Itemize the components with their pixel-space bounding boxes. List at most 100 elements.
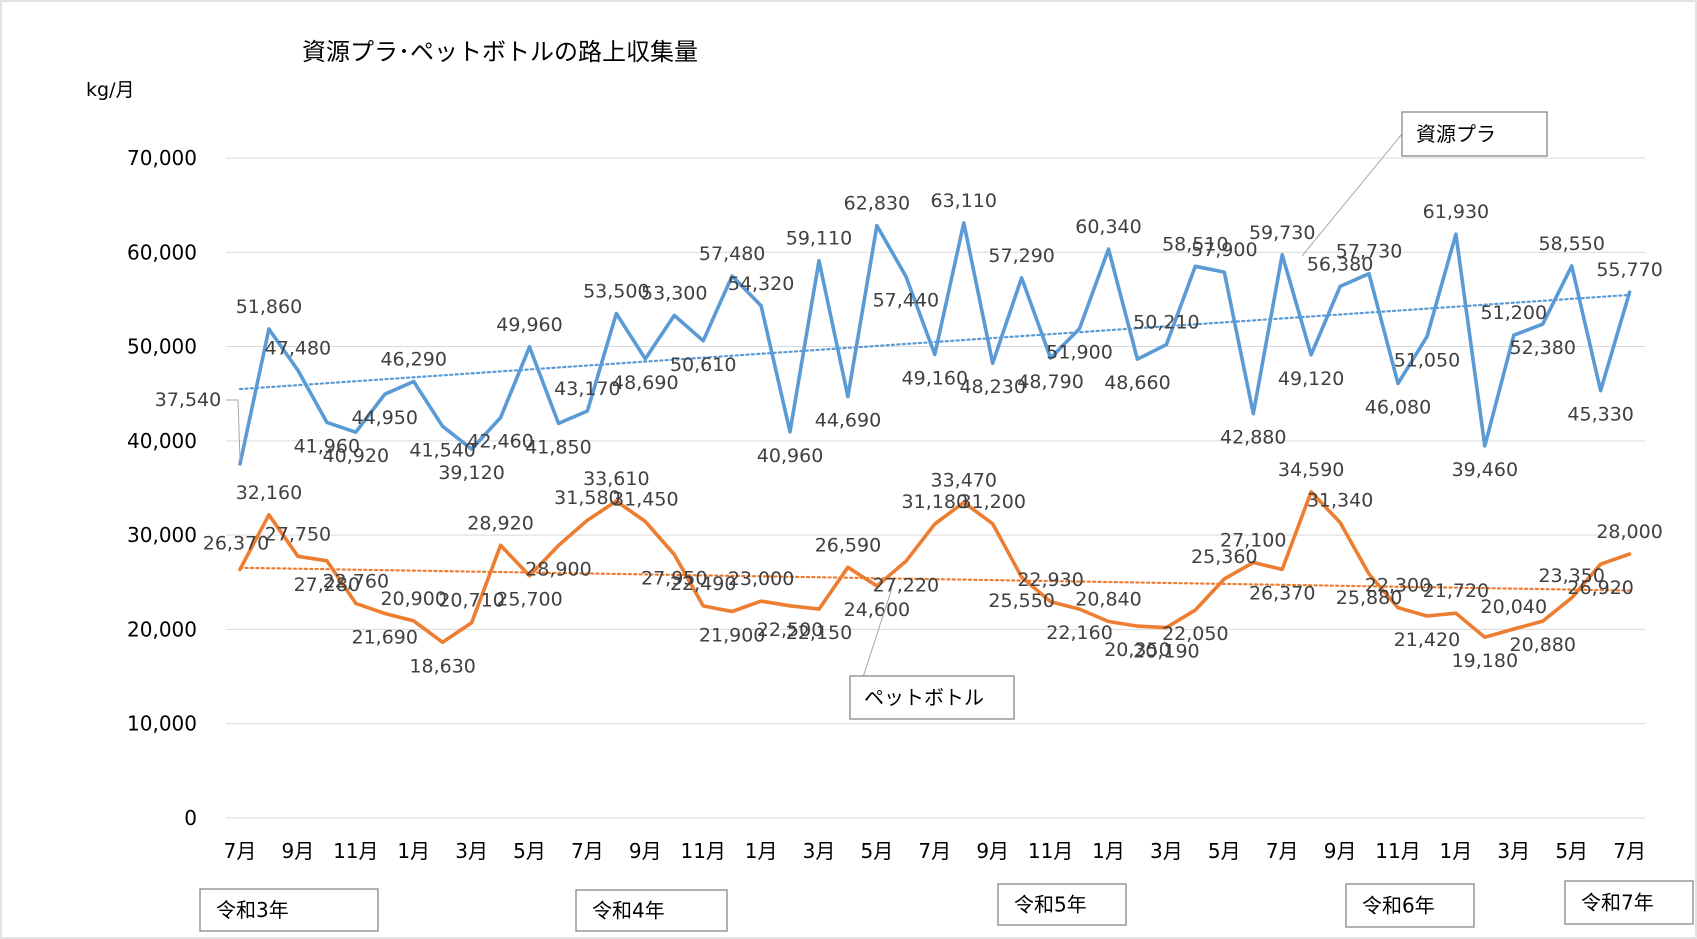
y-tick-label: 70,000 <box>127 146 197 170</box>
data-label: 39,460 <box>1452 459 1518 481</box>
x-axis-ticks: 7月 9月 11月 1月 3月 5月 7月 9月 11月 1月 3月 5月 7月 9月 11月 1月 3月 5月 7… <box>224 839 1646 863</box>
year-label: 令和7年 <box>1581 891 1654 915</box>
data-label: 20,350 <box>1104 639 1170 661</box>
year-box <box>199 888 379 932</box>
data-label: 34,590 <box>1278 459 1344 481</box>
data-label: 42,460 <box>467 431 533 453</box>
data-label: 21,720 <box>1423 580 1489 602</box>
data-label: 27,220 <box>873 574 939 596</box>
data-label: 60,340 <box>1075 216 1141 238</box>
x-tick-label: 11月 <box>333 839 378 863</box>
x-tick-label: 9月 <box>282 839 315 863</box>
x-tick-label: 1月 <box>745 839 778 863</box>
data-label: 24,600 <box>844 599 910 621</box>
x-tick-label: 9月 <box>629 839 662 863</box>
data-label: 23,350 <box>1538 565 1604 587</box>
data-label: 57,290 <box>988 245 1054 267</box>
data-label: 21,900 <box>699 625 765 647</box>
data-label: 26,920 <box>1567 577 1633 599</box>
data-label: 31,200 <box>959 491 1025 513</box>
year-label: 令和4年 <box>592 899 665 923</box>
y-tick-label: 0 <box>184 806 197 830</box>
data-label: 49,160 <box>902 367 968 389</box>
year-box <box>1345 883 1475 928</box>
data-label: 51,200 <box>1481 302 1547 324</box>
data-label: 26,370 <box>1249 582 1315 604</box>
data-label: 46,290 <box>380 349 446 371</box>
data-label: 27,750 <box>265 523 331 545</box>
data-label: 22,930 <box>1017 569 1083 591</box>
data-label: 48,660 <box>1104 372 1170 394</box>
data-label: 41,960 <box>294 435 360 457</box>
data-label: 22,150 <box>786 622 852 644</box>
legend-callout-petto-botoru-box <box>849 675 1015 720</box>
year-label: 令和6年 <box>1362 894 1435 918</box>
year-boxes: 令和3年 令和4年 令和5年 令和6年 令和7年 <box>199 880 1694 932</box>
x-tick-label: 5月 <box>1208 839 1241 863</box>
data-label: 23,000 <box>728 568 794 590</box>
data-label: 40,960 <box>757 445 823 467</box>
data-label: 49,120 <box>1278 368 1344 390</box>
data-label: 31,340 <box>1307 489 1373 511</box>
data-label: 55,770 <box>1596 259 1662 281</box>
data-label: 28,900 <box>525 559 591 581</box>
data-label: 22,300 <box>1365 575 1431 597</box>
data-label: 25,880 <box>1336 587 1402 609</box>
x-tick-label: 11月 <box>680 839 725 863</box>
x-tick-label: 7月 <box>1266 839 1299 863</box>
data-label: 63,110 <box>931 190 997 212</box>
data-label: 48,790 <box>1017 371 1083 393</box>
data-label: 18,630 <box>409 655 475 677</box>
x-tick-label: 1月 <box>397 839 430 863</box>
x-tick-label: 5月 <box>861 839 894 863</box>
y-tick-label: 40,000 <box>127 429 197 453</box>
year-box <box>575 889 728 932</box>
data-label: 43,170 <box>554 378 620 400</box>
data-label: 56,380 <box>1307 253 1373 275</box>
data-label: 20,840 <box>1075 588 1141 610</box>
year-label: 令和5年 <box>1014 893 1087 917</box>
data-label: 25,360 <box>1191 546 1257 568</box>
legend-callout-shigen-pura-label: 資源プラ <box>1416 122 1496 146</box>
data-label: 37,540 <box>155 389 221 411</box>
data-label: 21,420 <box>1394 629 1460 651</box>
data-label: 20,710 <box>438 590 504 612</box>
trendline-petto-botoru <box>238 566 1631 592</box>
trendline-shigen-pura <box>238 293 1631 391</box>
data-label: 42,880 <box>1220 427 1286 449</box>
data-label: 33,470 <box>931 469 997 491</box>
x-tick-label: 11月 <box>1375 839 1420 863</box>
x-tick-label: 3月 <box>1497 839 1530 863</box>
data-label: 49,960 <box>496 314 562 336</box>
data-label: 46,080 <box>1365 397 1431 419</box>
data-label: 20,040 <box>1481 596 1547 618</box>
x-tick-label: 7月 <box>224 839 257 863</box>
series-line-shigen-pura <box>238 221 1632 466</box>
data-label: 41,540 <box>409 439 475 461</box>
data-label: 22,160 <box>1046 622 1112 644</box>
x-tick-label: 3月 <box>1150 839 1183 863</box>
data-label: 20,880 <box>1510 634 1576 656</box>
data-label: 50,610 <box>670 354 736 376</box>
data-label: 22,490 <box>670 573 736 595</box>
data-label: 22,050 <box>1162 623 1228 645</box>
trendlines <box>238 293 1631 592</box>
data-label: 62,830 <box>844 193 910 215</box>
data-label: 54,320 <box>728 273 794 295</box>
year-box <box>997 883 1127 926</box>
data-label: 57,480 <box>699 243 765 265</box>
data-label: 27,280 <box>294 574 360 596</box>
data-label: 21,690 <box>352 626 418 648</box>
data-label: 51,900 <box>1046 342 1112 364</box>
x-tick-label: 7月 <box>1613 839 1646 863</box>
data-label: 47,480 <box>265 337 331 359</box>
year-label: 令和3年 <box>216 898 289 922</box>
data-label: 33,610 <box>583 468 649 490</box>
year-box <box>1564 880 1694 925</box>
data-label: 44,950 <box>352 407 418 429</box>
data-label: 50,210 <box>1133 312 1199 334</box>
legend-callout-shigen-pura-leader-line <box>1301 133 1403 257</box>
data-label: 26,370 <box>203 532 269 554</box>
